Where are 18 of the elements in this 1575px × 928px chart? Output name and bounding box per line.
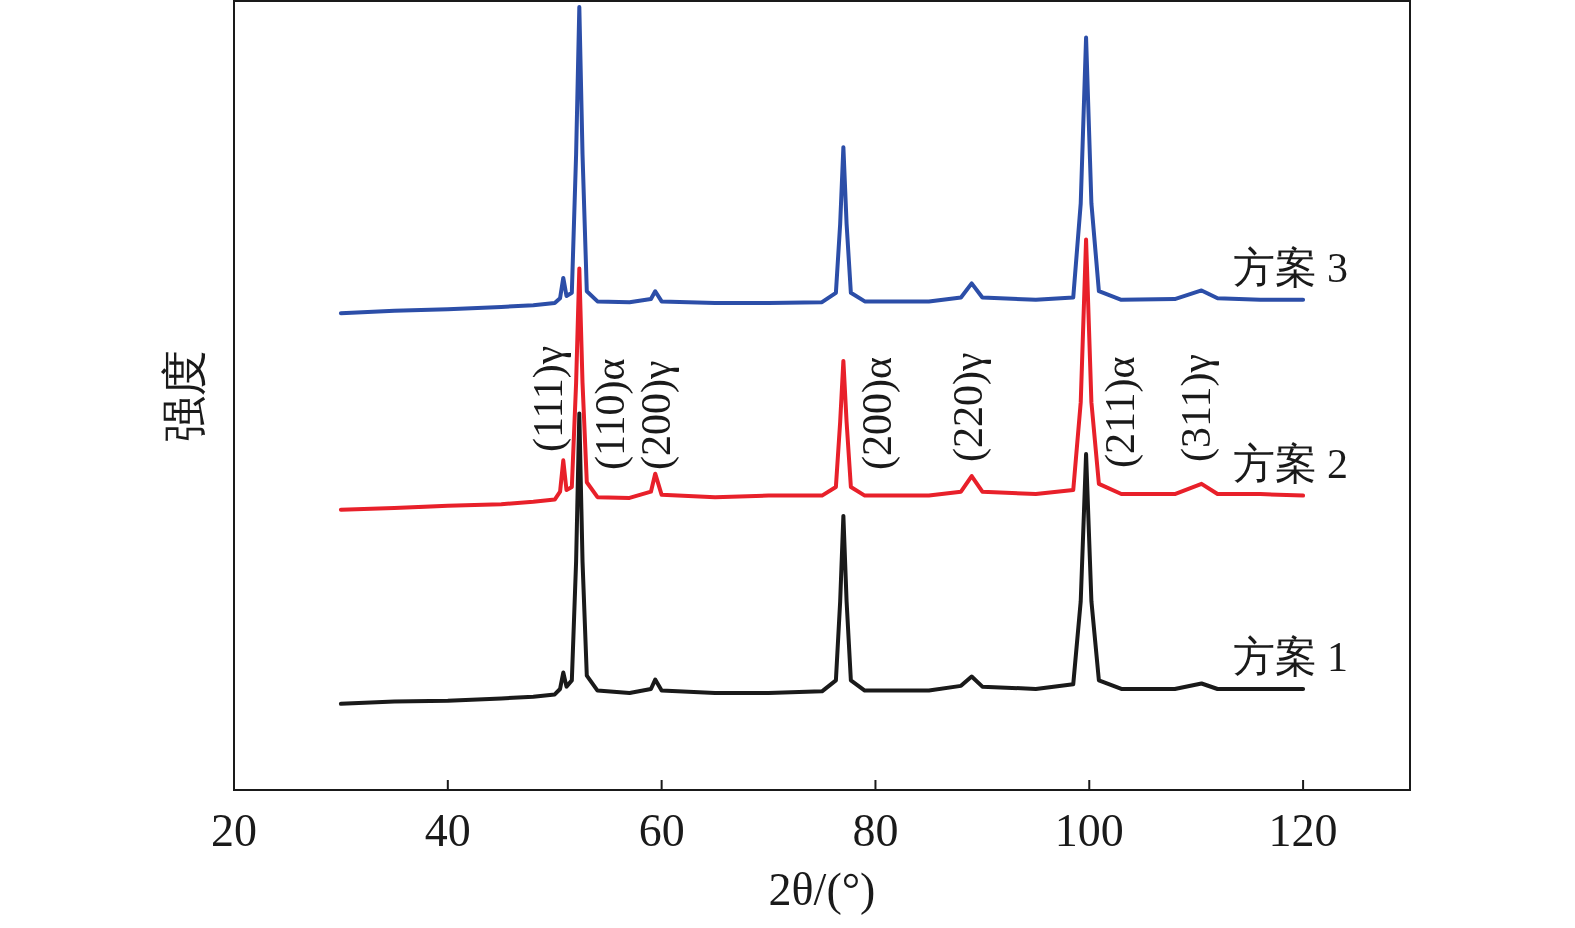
x-tick-label: 60 [638, 805, 685, 856]
x-tick-label: 120 [1268, 805, 1338, 856]
annotation: (200)γ [633, 360, 680, 470]
x-tick-label: 80 [852, 805, 899, 856]
annotation: (311)γ [1173, 354, 1220, 462]
annotation: (200)α [854, 357, 901, 470]
annotation: (111)γ [525, 345, 572, 452]
x-tick-label: 40 [424, 805, 471, 856]
series-label: 方案 1 [1232, 633, 1349, 680]
annotation: (110)α [587, 358, 634, 470]
x-tick-label: 100 [1054, 805, 1124, 856]
x-tick-label: 20 [211, 805, 257, 856]
series-label: 方案 2 [1232, 440, 1349, 487]
annotation: (211)α [1097, 356, 1144, 468]
annotation: (220)γ [945, 352, 992, 462]
y-axis-title: 强度 [159, 349, 210, 442]
series-label: 方案 3 [1232, 244, 1349, 291]
x-axis-title: 2θ/(°) [768, 864, 876, 915]
